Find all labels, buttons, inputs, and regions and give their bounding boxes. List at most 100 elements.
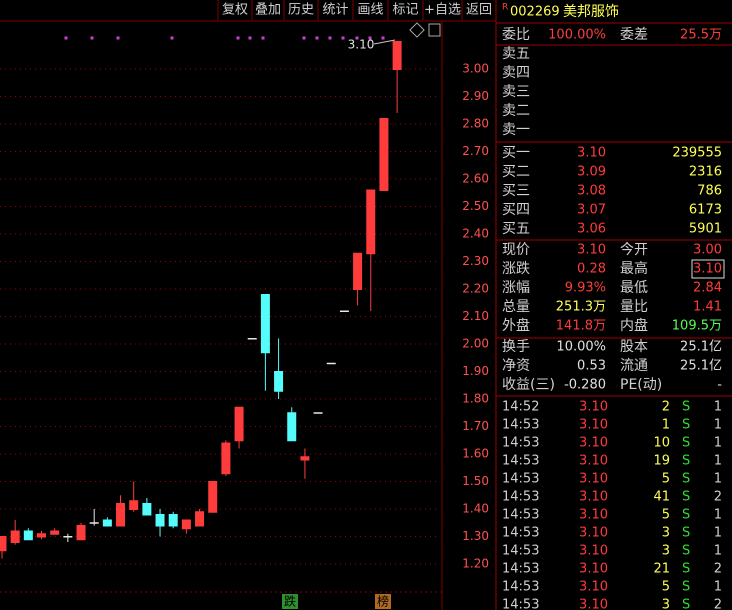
trade-price: 3.10 [579, 418, 608, 433]
bid-label: 买三 [502, 183, 530, 199]
toolbar-button[interactable]: 画线 [357, 3, 383, 18]
signal-dot [248, 36, 252, 40]
candle-body [247, 338, 257, 340]
candle-body [339, 310, 349, 312]
label: PE(动) [620, 377, 662, 393]
tag-box [375, 594, 391, 609]
trade-time: 14:53 [502, 436, 539, 451]
label: 涨幅 [502, 280, 530, 296]
trade-count: 1 [714, 436, 722, 451]
bid-label: 买二 [502, 164, 530, 180]
annotation: 3.10 [348, 38, 375, 52]
candle-body [234, 406, 244, 442]
trade-side: S [682, 472, 690, 487]
trade-volume: 5 [662, 508, 670, 523]
candle-body [392, 41, 402, 70]
trade-time: 14:53 [502, 526, 539, 541]
candle-body [89, 522, 99, 524]
bid-label: 买一 [502, 145, 530, 161]
value: 251.3万 [556, 300, 606, 315]
signal-dot [116, 36, 120, 40]
candle-body [181, 519, 191, 530]
label: 流通 [620, 358, 648, 374]
trade-volume: 3 [662, 544, 670, 559]
candle-body [0, 536, 7, 552]
value: 25.5万 [680, 28, 722, 43]
y-tick-label: 3.00 [462, 62, 489, 76]
y-tick-label: 1.20 [462, 557, 489, 571]
toolbar-button[interactable]: 返回 [466, 3, 492, 18]
toolbar-button[interactable]: 叠加 [255, 3, 281, 18]
value: 0.53 [577, 359, 606, 374]
value: 3.00 [693, 243, 722, 258]
bid-label: 买五 [502, 221, 530, 237]
trade-volume: 2 [662, 400, 670, 415]
trade-side: S [682, 544, 690, 559]
trade-count: 1 [714, 418, 722, 433]
ask-label: 卖五 [502, 46, 530, 62]
trade-side: S [682, 436, 690, 451]
value: 100.00% [548, 28, 606, 43]
trade-time: 14:53 [502, 562, 539, 577]
value: 9.93% [565, 281, 606, 296]
ask-label: 卖四 [502, 65, 530, 81]
toolbar-button[interactable]: 统计 [322, 3, 348, 18]
label: 委差 [620, 27, 648, 43]
bid-price: 3.10 [577, 146, 606, 161]
y-tick-label: 2.50 [462, 199, 489, 213]
candle-body [23, 530, 33, 541]
y-tick-label: 2.00 [462, 337, 489, 351]
trade-price: 3.10 [579, 526, 608, 541]
candle-body [129, 500, 139, 510]
trade-price: 3.10 [579, 508, 608, 523]
bid-label: 买四 [502, 202, 530, 218]
y-tick-label: 2.90 [462, 89, 489, 103]
bid-price: 3.08 [577, 184, 606, 199]
icon [428, 23, 441, 37]
label: 内盘 [620, 317, 648, 334]
signal-dot [90, 36, 94, 40]
candle-body [208, 481, 218, 513]
ask-label: 卖二 [502, 103, 530, 119]
label: 总量 [502, 299, 530, 315]
trade-time: 14:53 [502, 544, 539, 559]
trade-volume: 19 [653, 454, 670, 469]
bid-volume: 5901 [689, 222, 722, 237]
candle-body [326, 362, 336, 365]
trade-count: 1 [714, 580, 722, 595]
value: 25.1亿 [680, 359, 722, 374]
candle-body [37, 533, 47, 538]
trade-count: 2 [714, 490, 722, 505]
y-tick-label: 2.70 [462, 144, 489, 158]
highlight-box [691, 259, 725, 279]
toolbar-button[interactable]: +自选 [424, 3, 461, 18]
stock-name: 美邦服饰 [563, 4, 619, 20]
candle-body [313, 412, 323, 414]
value: - [717, 378, 722, 393]
y-tick-label: 2.40 [462, 227, 489, 241]
toolbar-button[interactable]: 复权 [222, 2, 248, 18]
value: 10.00% [556, 340, 606, 355]
bid-price: 3.06 [577, 222, 606, 237]
candle-body [353, 252, 363, 290]
icon [409, 22, 425, 38]
trade-price: 3.10 [579, 580, 608, 595]
value: 0.28 [577, 262, 606, 277]
label: 股本 [620, 339, 648, 355]
toolbar-button[interactable]: 标记 [392, 3, 418, 18]
candle-body [379, 118, 389, 191]
y-tick-label: 1.80 [462, 392, 489, 406]
signal-dot [170, 36, 174, 40]
candle-body [63, 536, 73, 538]
trade-count: 2 [714, 562, 722, 577]
trade-side: S [682, 418, 690, 433]
candle-body [155, 514, 165, 527]
trade-volume: 5 [662, 580, 670, 595]
trade-volume: 3 [662, 598, 670, 610]
candle-body [195, 511, 205, 527]
candle-body [287, 412, 297, 442]
trade-volume: 3 [662, 526, 670, 541]
toolbar-button[interactable]: 历史 [288, 3, 314, 18]
trade-count: 1 [714, 454, 722, 469]
